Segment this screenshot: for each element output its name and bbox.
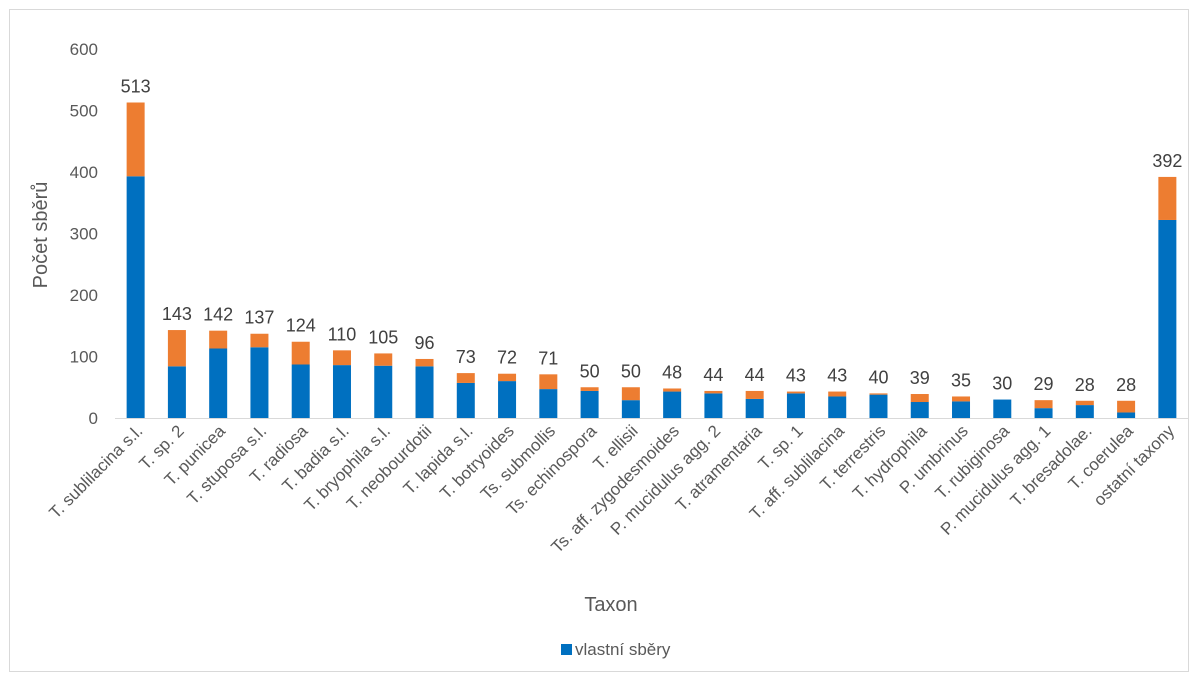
bar-primary-24 [1117, 412, 1136, 418]
y-tick-label: 300 [70, 225, 98, 244]
bars [126, 102, 1177, 418]
data-label: 30 [992, 374, 1012, 394]
data-labels: 513 143 142 137 124 110 105 96 73 72 71 50 50 48 44 44 4… [121, 77, 1183, 395]
data-label: 29 [1034, 374, 1054, 394]
bar-secondary-10 [539, 374, 558, 390]
bar-secondary-25 [1158, 176, 1177, 220]
bar-primary-17 [828, 396, 847, 418]
x-axis-title: Taxon [584, 594, 637, 616]
bar-secondary-0 [126, 102, 145, 177]
bar-primary-2 [209, 348, 228, 418]
y-tick-label: 600 [70, 40, 98, 59]
legend: vlastní sběry [561, 640, 671, 659]
bar-primary-21 [993, 399, 1012, 418]
data-label: 43 [827, 366, 847, 386]
bar-secondary-19 [910, 394, 929, 403]
bar-primary-8 [456, 382, 475, 418]
data-label: 392 [1152, 151, 1182, 171]
bar-primary-14 [704, 393, 723, 418]
data-label: 96 [415, 333, 435, 353]
bar-secondary-3 [250, 333, 269, 348]
y-axis-title: Počet sběrů [30, 182, 52, 289]
legend-swatch [561, 644, 572, 655]
data-label: 40 [868, 367, 888, 387]
bar-primary-11 [580, 390, 599, 418]
bar-primary-0 [126, 176, 145, 418]
data-label: 73 [456, 347, 476, 367]
bar-primary-7 [415, 366, 434, 418]
chart-frame [9, 9, 1189, 672]
data-label: 28 [1075, 375, 1095, 395]
bar-primary-10 [539, 389, 558, 418]
bar-secondary-8 [456, 373, 475, 383]
bar-secondary-24 [1117, 400, 1136, 413]
data-label: 142 [203, 305, 233, 325]
data-label: 71 [538, 348, 558, 368]
bar-secondary-7 [415, 358, 434, 367]
bar-secondary-13 [663, 388, 682, 392]
data-label: 39 [910, 368, 930, 388]
x-tick-label: T. sublilacina s.l. [46, 421, 147, 522]
data-label: 50 [580, 361, 600, 381]
bar-primary-12 [621, 400, 640, 418]
y-tick-label: 500 [70, 102, 98, 121]
bar-secondary-4 [291, 341, 310, 365]
bar-secondary-11 [580, 387, 599, 391]
y-tick-label: 0 [89, 409, 98, 428]
bar-primary-19 [910, 402, 929, 418]
data-label: 48 [662, 362, 682, 382]
bar-primary-20 [952, 401, 971, 418]
bar-secondary-23 [1075, 400, 1094, 406]
bar-secondary-22 [1034, 400, 1053, 409]
data-label: 513 [121, 77, 151, 97]
bar-primary-6 [374, 365, 393, 418]
bar-primary-13 [663, 391, 682, 418]
y-axis-ticks: 0 100 200 300 400 500 600 [70, 40, 98, 428]
y-tick-label: 100 [70, 348, 98, 367]
data-label: 28 [1116, 375, 1136, 395]
bar-secondary-6 [374, 353, 393, 366]
bar-primary-25 [1158, 219, 1177, 418]
x-axis-ticks: T. sublilacina s.l.T. sp. 2T. puniceaT. … [46, 421, 1179, 557]
bar-secondary-14 [704, 390, 723, 394]
y-tick-label: 200 [70, 286, 98, 305]
bar-secondary-9 [498, 373, 517, 382]
bar-secondary-12 [621, 387, 640, 401]
bar-primary-9 [498, 381, 517, 418]
data-label: 137 [244, 308, 274, 328]
bar-primary-4 [291, 364, 310, 418]
bar-primary-3 [250, 347, 269, 418]
bar-secondary-16 [786, 391, 805, 394]
data-label: 143 [162, 304, 192, 324]
bar-primary-18 [869, 394, 888, 418]
data-label: 110 [328, 324, 357, 344]
bar-secondary-18 [869, 393, 888, 395]
data-label: 72 [497, 348, 517, 368]
bar-secondary-5 [332, 350, 351, 366]
bar-secondary-2 [209, 330, 228, 349]
data-label: 124 [286, 316, 316, 336]
y-tick-label: 400 [70, 163, 98, 182]
data-label: 50 [621, 361, 641, 381]
bar-primary-1 [167, 366, 186, 418]
data-label: 44 [745, 365, 765, 385]
data-label: 43 [786, 366, 806, 386]
bar-primary-15 [745, 398, 764, 418]
bar-primary-16 [786, 393, 805, 418]
bar-primary-23 [1075, 405, 1094, 418]
bar-primary-5 [332, 365, 351, 418]
bar-secondary-17 [828, 391, 847, 397]
legend-label: vlastní sběry [575, 640, 671, 659]
bar-secondary-20 [952, 396, 971, 402]
data-label: 105 [368, 327, 398, 347]
bar-secondary-15 [745, 390, 764, 399]
bar-primary-22 [1034, 408, 1053, 418]
data-label: 35 [951, 370, 971, 390]
data-label: 44 [703, 365, 723, 385]
bar-secondary-1 [167, 330, 186, 367]
